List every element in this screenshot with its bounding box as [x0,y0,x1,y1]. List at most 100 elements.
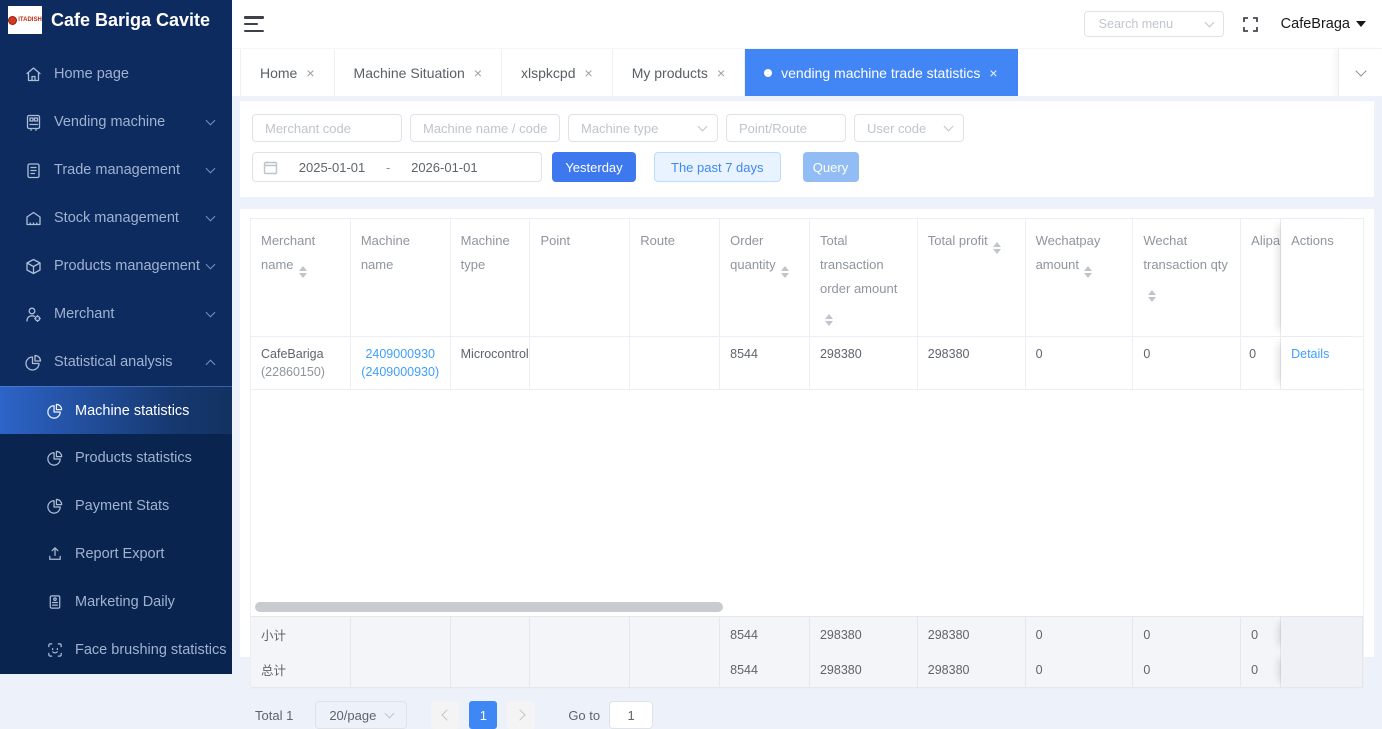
sidebar-item-machine-statistics[interactable]: Machine statistics [0,386,232,434]
user-menu[interactable]: CafeBraga [1281,16,1366,32]
sidebar-item-products-management[interactable]: Products management [0,242,232,290]
chevron-up-icon [206,359,216,369]
yesterday-button[interactable]: Yesterday [552,152,636,182]
sidebar-item-merchant[interactable]: Merchant [0,290,232,338]
sidebar-item-label: Products statistics [75,450,192,466]
user-code-select[interactable]: User code [854,114,964,142]
sidebar-item-trade-management[interactable]: Trade management [0,146,232,194]
tab-machine-situation[interactable]: Machine Situation × [335,49,502,96]
sidebar-item-label: Merchant [54,306,207,322]
sidebar-item-payment-stats[interactable]: Payment Stats [0,482,232,530]
goto-page-input[interactable] [609,701,653,729]
column-header-wechat-transaction-qty[interactable]: Wechat transaction qty [1133,219,1241,336]
main-area: Search menu CafeBraga Home × Machine Sit… [232,0,1382,656]
machine-type-select[interactable]: Machine type [568,114,718,142]
subtotal-row: 小计 8544 298380 298380 0 0 0 [251,617,1363,652]
next-page-button[interactable] [507,701,535,729]
column-header-merchant-name[interactable]: Merchant name [251,219,351,336]
close-icon[interactable]: × [306,66,314,80]
page-number-button[interactable]: 1 [469,701,497,729]
total-label: 总计 [251,652,351,687]
top-header: Search menu CafeBraga [232,0,1382,48]
tab-list-toggle[interactable] [1338,49,1382,97]
merchant-code-input[interactable] [252,114,402,142]
sidebar-item-label: Payment Stats [75,498,169,514]
tab-bar: Home × Machine Situation × xlspkcpd × My… [232,48,1382,96]
sort-icon[interactable] [781,266,789,278]
cell-machine-name: 2409000930 (2409000930) [351,337,451,389]
sort-icon[interactable] [299,266,307,278]
cell-total-transaction-order-amount: 298380 [810,337,918,389]
tab-xlspkcpd[interactable]: xlspkcpd × [502,49,613,96]
query-button[interactable]: Query [803,152,859,182]
sort-icon[interactable] [1084,266,1092,278]
column-header-route: Route [630,219,720,336]
table-header-row: Merchant name Machine name Machine type … [251,219,1363,337]
column-header-order-quantity[interactable]: Order quantity [720,219,810,336]
sort-icon[interactable] [993,242,1001,254]
home-icon [24,65,43,84]
statistics-table: Merchant name Machine name Machine type … [250,218,1364,689]
close-icon[interactable]: × [474,66,482,80]
sidebar-item-marketing-daily[interactable]: Marketing Daily [0,578,232,626]
sidebar-item-statistical-analysis[interactable]: Statistical analysis [0,338,232,386]
total-alipay: 0 [1241,652,1281,687]
column-header-wechatpay-amount[interactable]: Wechatpay amount [1026,219,1134,336]
sidebar-item-label: Vending machine [54,114,207,130]
sort-icon[interactable] [1148,290,1156,302]
close-icon[interactable]: × [585,66,593,80]
date-end-input[interactable] [390,160,498,175]
cell-machine-type: Microcontroller [451,337,531,389]
total-total-profit: 298380 [918,652,1026,687]
sidebar-item-home-page[interactable]: Home page [0,50,232,98]
sidebar-item-vending-machine[interactable]: Vending machine [0,98,232,146]
machine-name-input[interactable] [410,114,560,142]
machine-code-link[interactable]: (2409000930) [361,363,440,381]
machine-name-link[interactable]: 2409000930 [361,345,440,363]
sidebar-item-report-export[interactable]: Report Export [0,530,232,578]
close-icon[interactable]: × [717,66,725,80]
chevron-left-icon [441,710,452,721]
vending-machine-icon [24,113,43,132]
search-menu-placeholder: Search menu [1099,17,1173,31]
column-header-total-transaction-order-amount[interactable]: Total transaction order amount [810,219,918,336]
sidebar-item-products-statistics[interactable]: Products statistics [0,434,232,482]
statistical-analysis-submenu: Machine statistics Products statistics P… [0,386,232,674]
cell-point [530,337,630,389]
previous-page-button[interactable] [431,701,459,729]
tab-home[interactable]: Home × [240,49,335,96]
column-header-alipay: Alipa [1241,219,1281,336]
column-header-total-profit[interactable]: Total profit [918,219,1026,336]
past-7-days-button[interactable]: The past 7 days [654,152,781,182]
page-content: Machine type User code - Yesterday The p… [232,96,1382,656]
chevron-down-icon [206,260,216,270]
table-summary: 小计 8544 298380 298380 0 0 0 总计 8544 [251,616,1363,688]
collapse-sidebar-icon[interactable] [244,16,264,32]
filter-panel: Machine type User code - Yesterday The p… [240,101,1374,197]
date-range-picker[interactable]: - [252,152,542,182]
fullscreen-icon[interactable] [1242,16,1259,33]
sort-icon[interactable] [825,314,833,326]
total-order-quantity: 8544 [720,652,810,687]
search-menu-select[interactable]: Search menu [1084,11,1224,37]
point-route-input[interactable] [726,114,846,142]
goto-label: Go to [568,708,600,723]
total-total-transaction-order-amount: 298380 [810,652,918,687]
pie-chart-icon [24,353,43,372]
tab-my-products[interactable]: My products × [613,49,745,96]
close-icon[interactable]: × [989,66,997,80]
cell-wechatpay-amount: 0 [1026,337,1134,389]
app-logo: ITADISH [8,6,42,34]
tab-vending-machine-trade-statistics[interactable]: vending machine trade statistics × [745,49,1017,96]
cell-wechat-transaction-qty: 0 [1133,337,1241,389]
subtotal-total-transaction-order-amount: 298380 [810,617,918,652]
scrollbar-thumb[interactable] [255,602,723,612]
sidebar-item-stock-management[interactable]: Stock management [0,194,232,242]
date-start-input[interactable] [278,160,386,175]
page-size-select[interactable]: 20/page [315,701,407,729]
sidebar-item-face-brushing-statistics[interactable]: Face brushing statistics [0,626,232,674]
subtotal-total-profit: 298380 [918,617,1026,652]
column-header-actions: Actions [1281,219,1363,336]
table-empty-space [251,390,1363,598]
details-link[interactable]: Details [1291,347,1329,361]
